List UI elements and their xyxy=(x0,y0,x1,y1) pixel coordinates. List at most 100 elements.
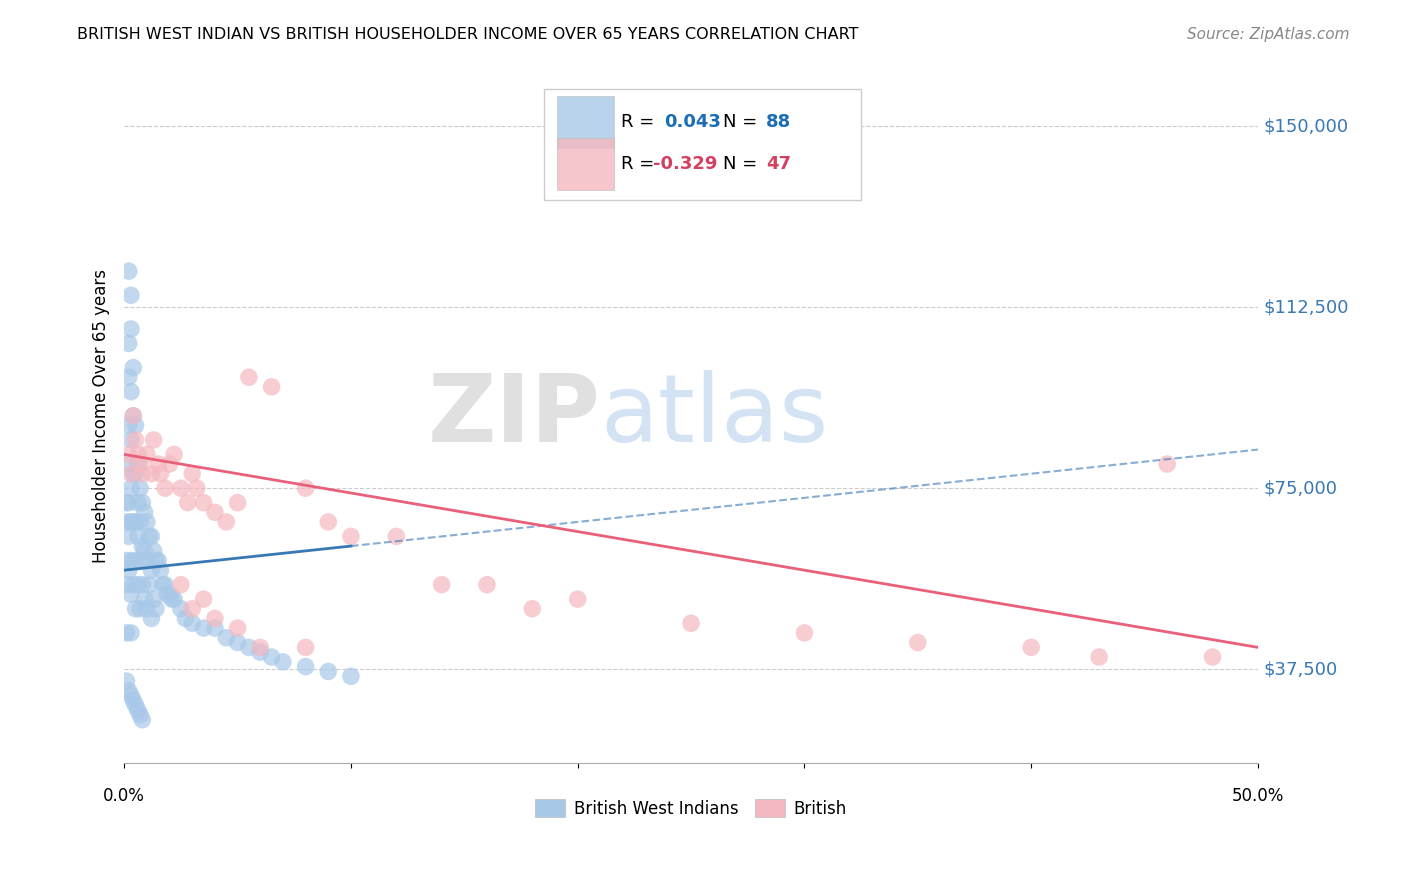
Point xyxy=(135,515,157,529)
Point xyxy=(118,563,141,577)
Text: 0.0%: 0.0% xyxy=(103,788,145,805)
Point xyxy=(153,577,176,591)
Point xyxy=(340,669,363,683)
Point xyxy=(134,505,156,519)
Point xyxy=(177,496,200,510)
Point xyxy=(127,457,149,471)
Point xyxy=(118,447,141,461)
Point xyxy=(122,693,145,707)
Point xyxy=(1019,640,1042,655)
Point xyxy=(793,626,815,640)
Point xyxy=(142,433,165,447)
Point xyxy=(249,640,271,655)
Text: Source: ZipAtlas.com: Source: ZipAtlas.com xyxy=(1187,27,1350,42)
Point xyxy=(118,418,141,433)
Point xyxy=(124,433,146,447)
Point xyxy=(271,655,294,669)
Point xyxy=(120,288,142,302)
Point xyxy=(127,496,149,510)
Point xyxy=(226,635,249,649)
Point xyxy=(115,626,138,640)
Point xyxy=(249,645,271,659)
Point xyxy=(129,553,152,567)
Point xyxy=(129,515,152,529)
Point xyxy=(127,703,149,717)
Point xyxy=(138,529,160,543)
Text: $75,000: $75,000 xyxy=(1264,479,1337,497)
Point xyxy=(135,447,157,461)
Point xyxy=(193,592,215,607)
Point xyxy=(430,577,453,591)
Point xyxy=(522,601,544,615)
Point xyxy=(115,553,138,567)
Point xyxy=(131,577,153,591)
Point xyxy=(134,544,156,558)
Point xyxy=(118,370,141,384)
Point xyxy=(181,467,204,481)
Point xyxy=(679,616,702,631)
Text: N =: N = xyxy=(723,113,763,131)
Point xyxy=(159,457,181,471)
Text: -0.329: -0.329 xyxy=(652,155,717,173)
Text: R =: R = xyxy=(621,113,659,131)
Point xyxy=(118,529,141,543)
Point xyxy=(124,698,146,713)
Point xyxy=(142,592,165,607)
Point xyxy=(120,467,142,481)
Point xyxy=(118,264,141,278)
Point xyxy=(1156,457,1178,471)
Point xyxy=(141,563,163,577)
Point xyxy=(122,577,145,591)
Point xyxy=(156,587,179,601)
Point xyxy=(115,577,138,591)
Point xyxy=(907,635,929,649)
Point xyxy=(159,587,181,601)
Y-axis label: Householder Income Over 65 years: Householder Income Over 65 years xyxy=(93,268,110,563)
Point xyxy=(193,621,215,635)
Point xyxy=(127,529,149,543)
Point xyxy=(120,553,142,567)
Text: R =: R = xyxy=(621,155,659,173)
Point xyxy=(226,621,249,635)
Point xyxy=(118,496,141,510)
Text: 0.043: 0.043 xyxy=(664,113,721,131)
Point xyxy=(142,544,165,558)
Point xyxy=(122,360,145,375)
Point xyxy=(120,433,142,447)
Point xyxy=(115,674,138,689)
Point xyxy=(120,689,142,703)
Point xyxy=(118,683,141,698)
Point xyxy=(1201,650,1223,665)
Point xyxy=(124,418,146,433)
Point xyxy=(118,336,141,351)
Text: 88: 88 xyxy=(766,113,792,131)
FancyBboxPatch shape xyxy=(544,89,860,201)
Point xyxy=(316,515,339,529)
Point xyxy=(138,577,160,591)
Point xyxy=(134,592,156,607)
Point xyxy=(122,467,145,481)
Point xyxy=(141,529,163,543)
Point xyxy=(160,592,183,607)
Point xyxy=(163,447,186,461)
Point xyxy=(163,592,186,607)
Point xyxy=(129,601,152,615)
Text: ZIP: ZIP xyxy=(427,370,600,462)
Point xyxy=(186,481,208,495)
Point xyxy=(122,409,145,423)
Point xyxy=(294,659,316,673)
Point xyxy=(153,481,176,495)
Point xyxy=(127,447,149,461)
Point xyxy=(238,370,260,384)
Point xyxy=(124,553,146,567)
FancyBboxPatch shape xyxy=(557,138,614,190)
Point xyxy=(215,631,238,645)
Point xyxy=(148,553,170,567)
Point xyxy=(149,563,172,577)
Point xyxy=(152,577,174,591)
Point xyxy=(124,515,146,529)
Point xyxy=(204,621,226,635)
Point xyxy=(294,640,316,655)
Point xyxy=(135,601,157,615)
Point xyxy=(215,515,238,529)
